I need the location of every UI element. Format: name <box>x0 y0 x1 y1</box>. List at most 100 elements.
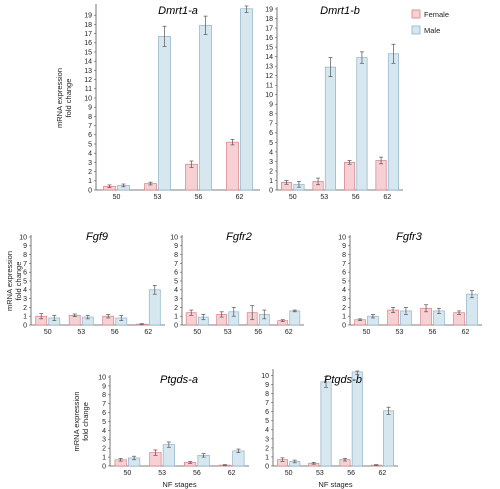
bar-male-62 <box>148 289 161 326</box>
y-tick-label: 17 <box>84 31 92 38</box>
y-tick-label: 0 <box>342 322 346 329</box>
panel-title: Fgf9 <box>86 231 108 243</box>
y-tick-label: 1 <box>265 454 269 461</box>
y-tick-label: 8 <box>23 252 27 259</box>
y-tick-label: 13 <box>84 68 92 75</box>
bar-female-56 <box>185 163 198 191</box>
panel-fgf9: 01 2 3 4 56 7 8 9 10 50 53 56 62 Fgf9 mRNA expression f… <box>5 231 165 336</box>
y-tick-label: 17 <box>265 25 273 32</box>
x-tick-label: 62 <box>462 329 470 336</box>
x-tick-label: 53 <box>77 329 85 336</box>
y-tick-label: 9 <box>174 243 178 250</box>
y-tick-label: 3 <box>269 159 273 166</box>
y-tick-label: 4 <box>269 149 273 156</box>
bar-male-53 <box>324 66 336 191</box>
y-tick-label: 7 <box>102 401 106 408</box>
y-tick-label: 0 <box>88 187 92 194</box>
y-tick-label: 12 <box>84 77 92 84</box>
panel-title: Dmrt1-b <box>320 5 360 17</box>
bar-male-62 <box>387 53 399 191</box>
y-tick-label: 9 <box>269 102 273 109</box>
y-tick-label: 1 <box>269 178 273 185</box>
y-tick-label: 12 <box>265 73 273 80</box>
y-tick-label: 4 <box>23 287 27 294</box>
y-tick-label: 10 <box>170 234 178 241</box>
y-tick-label: 3 <box>342 296 346 303</box>
bar-male-56 <box>199 24 212 191</box>
y-tick-label: 9 <box>265 382 269 389</box>
x-tick-label: 50 <box>285 470 293 477</box>
y-tick-label: 0 <box>265 463 269 470</box>
x-tick-label: 50 <box>363 329 371 336</box>
y-tick-label: 14 <box>84 59 92 66</box>
x-tick-label: 62 <box>236 194 244 201</box>
x-tick-label: 62 <box>378 470 386 477</box>
y-tick-label: 0 <box>174 322 178 329</box>
y-tick-label: 10 <box>19 234 27 241</box>
y-tick-label: 8 <box>265 391 269 398</box>
y-tick-label: 6 <box>342 270 346 277</box>
y-tick-label: 7 <box>88 123 92 130</box>
y-tick-label: 4 <box>174 287 178 294</box>
y-tick-label: 11 <box>85 86 92 93</box>
bar-male-62 <box>466 293 478 326</box>
bar-male-56 <box>356 57 368 191</box>
panel-title: Ptgds-a <box>160 374 198 386</box>
panel-fgfr3: 01 2 3 4 56 7 8 9 10 50 53 56 62 Fgfr3 <box>338 231 482 336</box>
y-tick-label: 6 <box>269 130 273 137</box>
y-tick-label: 5 <box>102 419 106 426</box>
bar-female-56 <box>344 162 356 191</box>
bar-male-53 <box>162 444 175 467</box>
y-tick-label: 0 <box>102 463 106 470</box>
x-tick-label: 56 <box>347 470 355 477</box>
y-tick-label: 10 <box>261 373 269 380</box>
y-tick-label: 7 <box>23 261 27 268</box>
y-tick-label: 3 <box>23 296 27 303</box>
x-tick-label: 53 <box>224 329 232 336</box>
x-tick-label: 53 <box>158 470 166 477</box>
y-tick-label: 7 <box>265 400 269 407</box>
y-tick-label: 8 <box>342 252 346 259</box>
y-tick-label: 3 <box>265 436 269 443</box>
y-tick-label: 1 <box>174 314 178 321</box>
y-tick-label: 18 <box>84 22 92 29</box>
y-tick-label: 15 <box>84 49 92 56</box>
y-tick-label: 3 <box>174 296 178 303</box>
x-tick-label: 56 <box>254 329 262 336</box>
y-tick-label: 3 <box>102 437 106 444</box>
y-tick-label: 4 <box>102 428 106 435</box>
x-tick-label: 50 <box>44 329 52 336</box>
x-tick-label: 56 <box>193 470 201 477</box>
y-tick-label: 16 <box>265 35 273 42</box>
y-tick-label: 5 <box>342 278 346 285</box>
y-tick-label: 2 <box>102 446 106 453</box>
x-tick-label: 56 <box>352 194 360 201</box>
x-tick-label: 50 <box>113 194 121 201</box>
bar-male-56 <box>351 371 363 467</box>
x-tick-label: 53 <box>154 194 162 201</box>
legend-label-female: Female <box>424 10 449 19</box>
y-tick-label: 16 <box>84 40 92 47</box>
y-tick-label: 4 <box>342 287 346 294</box>
y-tick-label: 1 <box>342 314 346 321</box>
y-tick-label: 10 <box>84 95 92 102</box>
y-tick-label: 8 <box>174 252 178 259</box>
y-tick-label: 8 <box>88 114 92 121</box>
y-tick-label: 5 <box>174 278 178 285</box>
y-tick-label: 6 <box>23 270 27 277</box>
y-tick-label: 10 <box>98 374 106 381</box>
y-tick-label: 6 <box>265 409 269 416</box>
legend-swatch-female <box>411 9 421 19</box>
y-tick-label: 4 <box>88 151 92 158</box>
y-tick-label: 3 <box>88 160 92 167</box>
y-tick-label: 19 <box>84 13 92 20</box>
panel-title: Fgfr2 <box>226 231 252 243</box>
x-axis-label: NF stages <box>162 480 196 489</box>
panel-title: Dmrt1-a <box>158 5 198 17</box>
y-tick-label: 2 <box>269 168 273 175</box>
bar-male-53 <box>320 381 332 467</box>
y-axis-label: mRNA expression <box>55 68 64 128</box>
